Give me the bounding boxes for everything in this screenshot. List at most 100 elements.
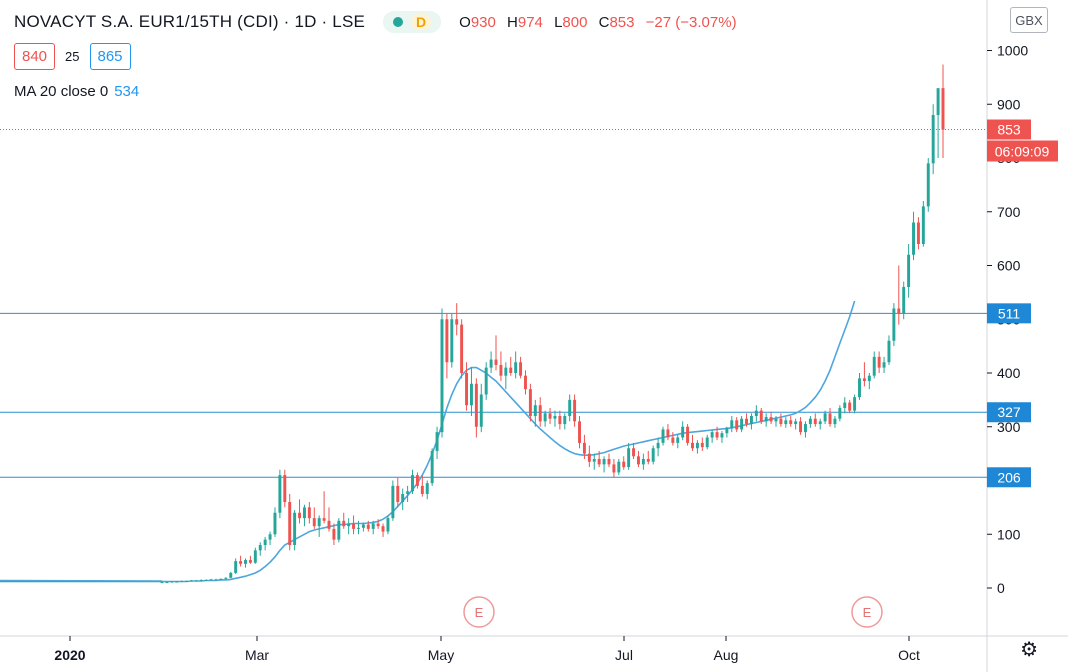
- candle-body: [234, 561, 238, 573]
- candle-body: [524, 375, 527, 390]
- candle-body: [808, 418, 812, 425]
- candle-body: [479, 394, 483, 427]
- candle-body: [307, 507, 311, 519]
- candle-body: [563, 416, 567, 425]
- earnings-marker-icon[interactable]: [463, 596, 495, 628]
- candle-body: [887, 340, 891, 363]
- candle-body: [430, 450, 434, 484]
- candle-body: [411, 475, 414, 492]
- earnings-marker-label: E: [863, 605, 872, 620]
- candle-body: [229, 572, 233, 578]
- market-status-badge[interactable]: D: [383, 11, 442, 33]
- ohlc-high-value: 974: [517, 13, 543, 31]
- candle-body: [730, 420, 734, 428]
- candle-body: [337, 520, 341, 540]
- y-tick-label: 1000: [997, 43, 1028, 59]
- candle-body: [691, 442, 694, 449]
- candle-body: [170, 581, 174, 583]
- currency-button[interactable]: GBX: [1010, 7, 1048, 33]
- candle-body: [774, 418, 778, 422]
- candle-body: [450, 319, 454, 363]
- candle-body: [317, 518, 321, 527]
- candle-body: [239, 561, 243, 564]
- x-tick-label: Mar: [245, 647, 269, 663]
- level-price-label: 206: [997, 469, 1021, 485]
- candle-body: [194, 580, 198, 582]
- candle-body: [298, 512, 302, 519]
- ohlc-close-value: 853: [609, 13, 635, 31]
- ohlc-close-key: C: [598, 13, 610, 31]
- candle-body: [681, 426, 685, 438]
- candle-body: [735, 420, 739, 430]
- ma-indicator-legend[interactable]: MA 20 close 0 534: [14, 83, 139, 100]
- last-price-tag: [987, 119, 1031, 140]
- candle-body: [671, 437, 675, 443]
- candle-body: [165, 582, 169, 584]
- candle-body: [499, 364, 503, 376]
- candle-body: [632, 448, 636, 457]
- candle-body: [533, 405, 537, 416]
- candle-body: [391, 485, 395, 519]
- candle-body: [749, 416, 753, 425]
- candle-body: [288, 502, 292, 545]
- candle-body: [302, 507, 306, 519]
- candle-body: [376, 523, 380, 527]
- ask-price-button[interactable]: 865: [89, 43, 131, 70]
- candle-body: [415, 475, 419, 486]
- candle-body: [828, 413, 832, 425]
- settings-gear-icon[interactable]: ⚙: [1020, 639, 1038, 661]
- candle-body: [519, 362, 523, 376]
- ohlc-low-value: 800: [562, 13, 588, 31]
- candle-body: [199, 579, 203, 581]
- ohlc-low-key: L: [554, 13, 563, 31]
- candle-body: [224, 577, 228, 579]
- x-tick-label: Oct: [898, 647, 920, 663]
- candle-body: [803, 424, 807, 433]
- candle-body: [676, 437, 680, 443]
- bid-price-button[interactable]: 840: [14, 43, 56, 70]
- candle-body: [469, 383, 473, 406]
- candle-body: [641, 459, 645, 465]
- candle-body: [759, 410, 763, 422]
- y-tick-label: 400: [997, 365, 1021, 381]
- candle-body: [656, 442, 660, 449]
- candle-body: [278, 475, 282, 513]
- candle-body: [651, 448, 655, 462]
- chart-header: NOVACYT S.A. EUR1/15TH (CDI) · 1D · LSE …: [14, 8, 744, 36]
- ohlc-readout: O930 H974 L800 C853 −27 (−3.07%): [459, 14, 743, 31]
- ohlc-open-value: 930: [470, 13, 496, 31]
- candle-body: [823, 413, 827, 422]
- ohlc-high-key: H: [507, 13, 518, 31]
- symbol-title[interactable]: NOVACYT S.A. EUR1/15TH (CDI) · 1D · LSE: [14, 12, 366, 31]
- candle-body: [695, 442, 699, 449]
- candle-body: [646, 459, 650, 462]
- candle-body: [916, 222, 920, 244]
- earnings-marker-label: E: [475, 605, 484, 620]
- ma-indicator-label: MA 20 close 0: [14, 83, 109, 100]
- earnings-marker-icon[interactable]: [851, 596, 883, 628]
- candle-body: [607, 459, 611, 465]
- candle-body: [602, 459, 606, 465]
- candle-body: [244, 560, 247, 564]
- candle-body: [745, 418, 748, 425]
- countdown-tag: [987, 140, 1058, 162]
- candle-body: [686, 426, 690, 443]
- candle-body: [636, 456, 640, 465]
- candle-body: [740, 418, 744, 430]
- candle-body: [587, 453, 591, 462]
- y-tick-label: 600: [997, 258, 1021, 274]
- candle-body: [175, 581, 179, 583]
- candle-body: [592, 459, 596, 462]
- candle-body: [700, 442, 704, 448]
- candle-body: [214, 579, 218, 581]
- x-tick-label: May: [428, 647, 454, 663]
- candle-body: [568, 399, 572, 416]
- candle-body: [902, 287, 906, 314]
- candle-body: [789, 420, 793, 425]
- y-tick-label: 300: [997, 419, 1021, 435]
- bid-ask-row: 840 25 865: [14, 43, 131, 70]
- candle-body: [627, 448, 631, 468]
